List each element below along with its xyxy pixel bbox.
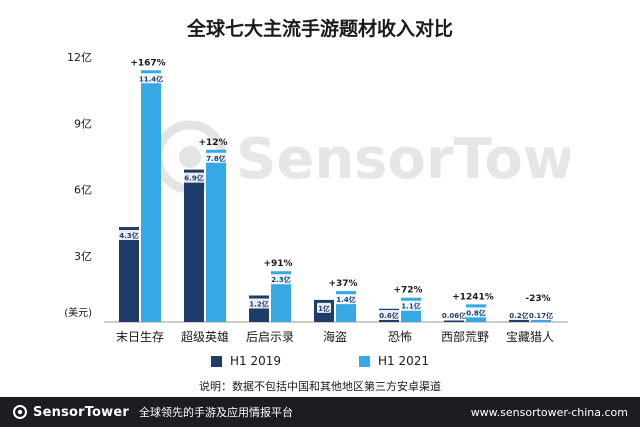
bar-label-1-1: 7.8亿 [206, 154, 225, 163]
bar-label-0-5: 0.06亿 [442, 311, 466, 320]
footer-brand: SensorTower [33, 404, 130, 420]
growth-label-6: -23% [525, 294, 550, 304]
y-tick-label-3: 12亿 [67, 51, 92, 64]
bar-label-0-6: 0.2亿 [509, 311, 528, 320]
y-tick-label-0: 3亿 [74, 250, 92, 263]
footer-url[interactable]: www.sensortower-china.com [470, 405, 628, 419]
legend-item-2021: H1 2021 [359, 352, 429, 370]
bar-label-bg-1-0 [138, 73, 164, 84]
growth-label-0: +167% [130, 58, 165, 68]
category-label-3: 海盗 [323, 329, 347, 344]
bar-1-1 [206, 149, 226, 322]
growth-label-4: +72% [393, 286, 422, 296]
category-label-0: 末日生存 [116, 330, 164, 344]
category-label-2: 后启示录 [246, 330, 294, 344]
bar-0-0 [119, 227, 139, 322]
bar-1-0 [141, 70, 161, 322]
bar-label-bg-0-4 [378, 310, 400, 320]
legend-swatch-2021 [359, 355, 370, 367]
y-tick-label-1: 6亿 [74, 184, 92, 197]
chart-title: 全球七大主流手游题材收入对比 [186, 18, 453, 40]
bar-label-0-4: 0.6亿 [379, 311, 398, 320]
bar-label-1-2: 2.3亿 [271, 275, 290, 284]
bar-label-bg-0-3 [317, 302, 331, 313]
bar-label-bg-1-1 [205, 152, 227, 163]
bar-label-bg-1-6 [528, 310, 554, 320]
category-label-1: 超级英雄 [181, 329, 229, 344]
bar-0-1 [184, 169, 204, 322]
category-label-4: 恐怖 [388, 329, 412, 344]
growth-label-5: +1241% [452, 292, 494, 302]
chart-legend: H1 2019 H1 2021 [0, 352, 640, 370]
growth-label-3: +37% [328, 279, 357, 289]
data-note: 说明：数据不包括中国和其他地区第三方安卓渠道 [199, 380, 441, 393]
y-axis-unit-label: (美元) [64, 306, 92, 319]
legend-label-2021: H1 2021 [378, 354, 430, 368]
bar-label-1-3: 1.4亿 [336, 295, 355, 304]
bar-label-0-1: 6.9亿 [184, 174, 203, 183]
footer-bar: SensorTower 全球领先的手游及应用情报平台 www.sensortow… [0, 397, 640, 427]
legend-item-2019: H1 2019 [210, 352, 281, 370]
category-label-6: 宝藏猎人 [506, 330, 554, 344]
bar-label-bg-1-4 [400, 300, 422, 311]
bar-label-bg-1-5 [465, 307, 487, 318]
y-tick-label-2: 9亿 [74, 117, 92, 130]
growth-label-2: +91% [263, 259, 292, 269]
legend-label-2019: H1 2019 [229, 354, 281, 368]
bar-1-6 [531, 318, 551, 322]
growth-label-1: +12% [198, 138, 227, 148]
bar-label-bg-1-3 [335, 294, 357, 305]
bar-label-1-5: 0.8亿 [466, 308, 485, 317]
footer-tagline: 全球领先的手游及应用情报平台 [139, 406, 294, 419]
bar-0-5 [444, 320, 464, 322]
bar-label-bg-0-5 [441, 310, 467, 320]
bar-label-1-6: 0.17亿 [529, 311, 553, 320]
bar-label-0-0: 4.3亿 [119, 231, 138, 240]
category-label-5: 西部荒野 [441, 329, 489, 344]
bar-label-1-4: 1.1亿 [401, 302, 420, 311]
bar-label-bg-0-0 [118, 230, 140, 241]
sensortower-logo-icon [13, 405, 27, 419]
bar-label-bg-0-1 [183, 172, 205, 183]
bar-chart: 3亿 6亿 9亿 12亿 (美元) 4.3亿 11.4亿 +167% 末日生存 6.9亿 7.8亿 +… [64, 51, 568, 344]
legend-swatch-2019 [210, 355, 222, 367]
bar-label-0-3: 1亿 [318, 304, 330, 313]
footer-logo: SensorTower [12, 404, 129, 420]
bar-label-bg-0-6 [508, 310, 530, 320]
bar-label-0-2: 1.2亿 [249, 300, 268, 309]
bar-label-bg-0-2 [248, 298, 270, 309]
bar-label-1-0: 11.4亿 [139, 74, 163, 83]
bar-label-bg-1-2 [270, 274, 292, 285]
